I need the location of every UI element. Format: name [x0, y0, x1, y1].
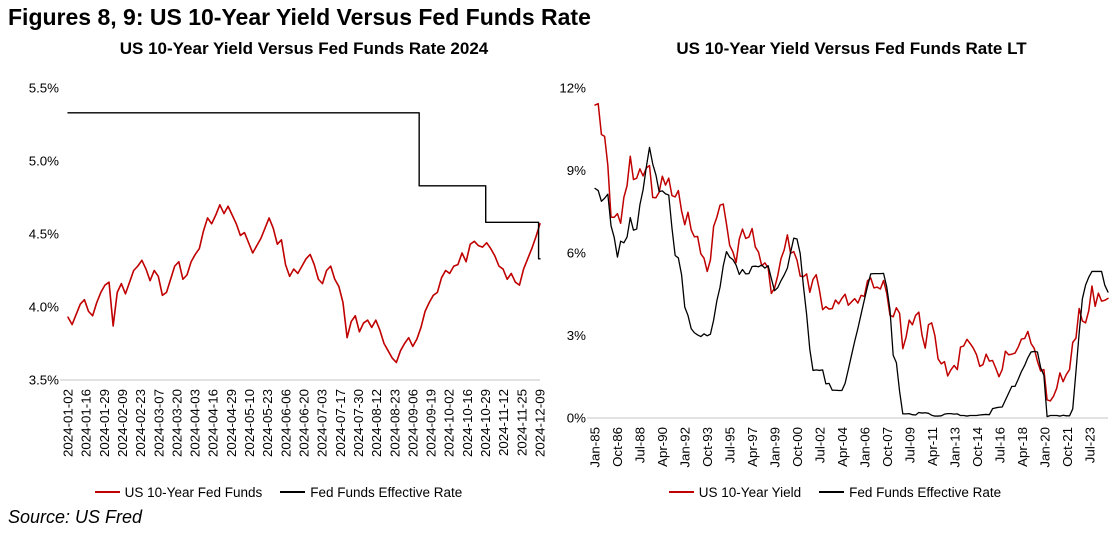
- legend-line-swatch: [280, 491, 306, 493]
- series-line-us-10-year-fed-funds: [67, 204, 541, 364]
- x-axis-label: 2024-05-23: [260, 389, 275, 457]
- series-line-fed-funds-effective-rate: [594, 146, 1109, 418]
- x-axis-label: 2024-02-23: [133, 389, 148, 457]
- x-axis-label: 2024-07-17: [333, 389, 348, 457]
- legend-line-swatch: [668, 491, 694, 493]
- x-axis-label: Jan-92: [677, 427, 692, 468]
- chart-lt-canvas: US 10-Year Yield Versus Fed Funds Rate L…: [559, 39, 1109, 468]
- chart-lt-legend: US 10-Year Yield Fed Funds Effective Rate: [555, 482, 1115, 502]
- x-axis-label: 2024-09-19: [424, 389, 439, 457]
- x-axis-label: 2024-06-20: [297, 389, 312, 457]
- x-axis-label: 2024-01-16: [79, 389, 94, 457]
- y-axis-label: 4.5%: [29, 227, 59, 242]
- x-axis-label: Jul-09: [902, 427, 917, 463]
- figure-title: Figures 8, 9: US 10-Year Yield Versus Fe…: [8, 4, 591, 30]
- y-axis-label: 6%: [567, 246, 586, 261]
- y-axis-label: 4.0%: [29, 300, 59, 315]
- x-axis-label: Jul-23: [1082, 427, 1097, 463]
- legend-item: Fed Funds Effective Rate: [819, 485, 1001, 500]
- x-axis-label: 2024-01-02: [61, 389, 76, 457]
- chart-2024-legend: US 10-Year Fed Funds Fed Funds Effective …: [0, 482, 557, 502]
- legend-line-swatch: [819, 491, 845, 493]
- legend-line-swatch: [94, 491, 120, 493]
- legend-label: US 10-Year Fed Funds: [124, 484, 263, 500]
- x-axis-label: Jul-95: [722, 427, 737, 463]
- x-axis-label: 2024-09-06: [405, 389, 420, 457]
- x-axis-label: 2024-01-29: [97, 389, 112, 457]
- x-axis-label: Jul-02: [812, 427, 827, 463]
- series-line-us-10-year-yield: [594, 102, 1109, 402]
- legend-label: US 10-Year Yield: [698, 484, 802, 500]
- x-axis-label: Oct-07: [880, 427, 895, 467]
- x-axis-label: 2024-11-12: [496, 389, 511, 456]
- chart-title: US 10-Year Yield Versus Fed Funds Rate 2…: [120, 39, 489, 58]
- source-note: Source: US Fred: [8, 507, 143, 527]
- y-axis-label: 0%: [567, 411, 586, 426]
- legend-item: US 10-Year Fed Funds: [94, 484, 263, 500]
- chart-title: US 10-Year Yield Versus Fed Funds Rate L…: [676, 39, 1027, 58]
- x-axis-label: 2024-07-03: [315, 389, 330, 457]
- x-axis-label: Jul-88: [632, 427, 647, 463]
- x-axis-label: Oct-93: [700, 427, 715, 467]
- x-axis-label: Jul-16: [992, 427, 1007, 463]
- x-axis-label: 2024-04-03: [188, 389, 203, 457]
- x-axis-label: Apr-18: [1015, 427, 1030, 467]
- y-axis-label: 5.0%: [29, 154, 59, 169]
- legend-item: Fed Funds Effective Rate: [280, 485, 462, 500]
- series-line-fed-funds-effective-rate: [67, 112, 541, 260]
- x-axis-label: 2024-02-09: [115, 389, 130, 457]
- chart-2024-canvas: US 10-Year Yield Versus Fed Funds Rate 2…: [29, 39, 548, 457]
- x-axis-label: Jan-13: [947, 427, 962, 468]
- x-axis-label: Apr-97: [745, 427, 760, 467]
- y-axis-label: 9%: [567, 163, 586, 178]
- x-axis-label: 2024-10-29: [478, 389, 493, 457]
- y-axis-label: 3.5%: [29, 373, 59, 388]
- x-axis-label: 2024-04-16: [206, 389, 221, 457]
- x-axis-label: Apr-04: [835, 427, 850, 467]
- x-axis-label: Jan-20: [1037, 427, 1052, 468]
- x-axis-label: Oct-00: [790, 427, 805, 467]
- y-axis-label: 5.5%: [29, 81, 59, 96]
- x-axis-label: 2024-08-23: [387, 389, 402, 457]
- x-axis-label: 2024-03-20: [169, 389, 184, 457]
- x-axis-label: Oct-14: [970, 427, 985, 467]
- legend-item: US 10-Year Yield: [668, 484, 802, 500]
- y-axis-label: 3%: [567, 328, 586, 343]
- x-axis-label: Oct-86: [610, 427, 625, 467]
- x-axis-label: Jan-99: [767, 427, 782, 468]
- x-axis-label: 2024-10-16: [460, 389, 475, 457]
- x-axis-label: Jan-06: [857, 427, 872, 468]
- x-axis-label: 2024-06-06: [278, 389, 293, 457]
- y-axis-label: 12%: [559, 81, 586, 96]
- x-axis-label: 2024-12-09: [533, 389, 548, 457]
- x-axis-label: Apr-11: [925, 427, 940, 466]
- x-axis-label: 2024-10-02: [442, 389, 457, 457]
- x-axis-label: 2024-07-30: [351, 389, 366, 457]
- x-axis-label: 2024-03-07: [151, 389, 166, 457]
- x-axis-label: Apr-90: [655, 427, 670, 467]
- legend-label: Fed Funds Effective Rate: [849, 484, 1002, 500]
- x-axis-label: 2024-08-12: [369, 389, 384, 457]
- x-axis-label: 2024-11-25: [514, 389, 529, 456]
- legend-label: Fed Funds Effective Rate: [310, 484, 463, 500]
- x-axis-label: 2024-05-10: [242, 389, 257, 457]
- x-axis-label: Oct-21: [1060, 427, 1075, 467]
- x-axis-label: 2024-04-29: [224, 389, 239, 457]
- x-axis-label: Jan-85: [588, 427, 603, 468]
